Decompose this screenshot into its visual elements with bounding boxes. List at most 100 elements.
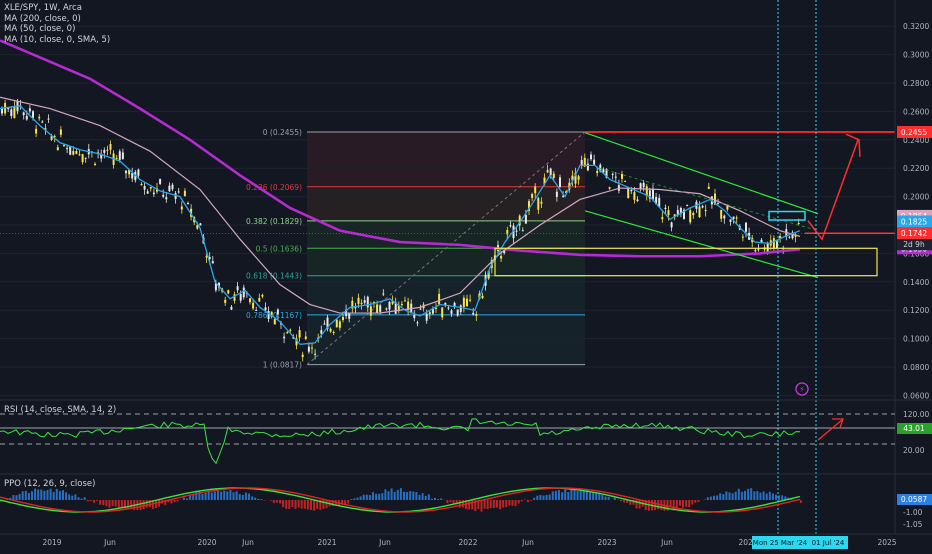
candle-body [311, 348, 313, 349]
candle-body [525, 215, 527, 224]
legend-ma50[interactable]: MA (50, close, 0) [4, 24, 110, 35]
ppo-histogram-bar [518, 500, 520, 504]
candle-body [23, 112, 25, 115]
candle-body [559, 177, 561, 186]
candle-body [265, 307, 267, 310]
ppo-histogram-bar [155, 500, 157, 508]
y-tick-label: 0.1200 [903, 306, 929, 315]
ppo-histogram-bar [487, 500, 489, 509]
candle-body [534, 187, 536, 194]
candle-body [106, 150, 108, 151]
ppo-histogram-bar [223, 491, 225, 500]
ppo-histogram-bar [245, 493, 247, 500]
ppo-histogram-bar [583, 490, 585, 500]
ppo-histogram-bar [595, 493, 597, 500]
ppo-histogram-bar [208, 492, 210, 500]
ppo-histogram-bar [81, 499, 83, 500]
ppo-histogram-bar [34, 489, 36, 500]
fib-label-2: 0.382 (0.1829) [246, 217, 302, 226]
candle-body [286, 332, 288, 333]
candle-body [435, 308, 437, 309]
ppo-histogram-bar [53, 492, 55, 500]
ppo-histogram-bar [326, 500, 328, 508]
candle-body [32, 111, 34, 118]
ppo-histogram-bar [608, 497, 610, 500]
ppo-histogram-bar [639, 500, 641, 509]
symbol-title[interactable]: XLE/SPY, 1W, Arca [4, 3, 110, 14]
ppo-legend[interactable]: PPO (12, 26, 9, close) [4, 479, 95, 490]
rsi-legend[interactable]: RSI (14, close, SMA, 14, 2) [4, 405, 116, 416]
candle-body [364, 300, 366, 303]
rsi-tick: 20.00 [903, 446, 925, 455]
ppo-histogram-bar [753, 491, 755, 500]
candle-body [382, 294, 384, 295]
candle-body [10, 109, 12, 116]
ppo-histogram-bar [735, 492, 737, 500]
candle-body [48, 119, 50, 120]
candle-body [447, 308, 449, 309]
ppo-histogram-bar [505, 500, 507, 507]
candle-body [116, 158, 118, 159]
ppo-histogram-bar [685, 500, 687, 507]
ppo-histogram-bar [28, 493, 30, 500]
ppo-histogram-bar [716, 495, 718, 500]
candle-body [531, 194, 533, 198]
ppo-histogram-bar [304, 500, 306, 509]
ppo-histogram-bar [118, 500, 120, 508]
ppo-histogram-bar [140, 500, 142, 510]
rsi-tick: 120.00 [903, 410, 929, 419]
ppo-histogram-bar [146, 500, 148, 508]
date-label: Mon 25 Mar '24 [753, 539, 808, 547]
ppo-histogram-bar [682, 500, 684, 508]
candle-body [199, 223, 201, 225]
candle-body [500, 256, 502, 259]
fib-zone [307, 187, 585, 221]
candle-body [63, 145, 65, 146]
ppo-histogram-bar [493, 500, 495, 508]
fib-label-3: 0.5 (0.1636) [256, 244, 302, 253]
ppo-histogram-bar [56, 489, 58, 500]
x-tick-label: 2022 [458, 538, 477, 547]
y-tick-label: 0.3000 [903, 51, 929, 60]
ppo-histogram-bar [363, 495, 365, 500]
candle-body [451, 310, 453, 313]
ppo-histogram-bar [722, 494, 724, 500]
candle-body [85, 158, 87, 159]
fib-zone [307, 276, 585, 365]
ppo-histogram-bar [512, 500, 514, 506]
rsi-arrow [818, 420, 842, 440]
candle-body [367, 297, 369, 308]
legend-ma200[interactable]: MA (200, close, 0) [4, 14, 110, 25]
candle-body [705, 210, 707, 211]
ppo-histogram-bar [400, 488, 402, 500]
ppo-histogram-bar [732, 493, 734, 500]
ppo-histogram-bar [691, 500, 693, 504]
candle-body [733, 217, 735, 219]
candle-body [736, 218, 738, 219]
candle-body [469, 300, 471, 301]
ppo-histogram-bar [143, 500, 145, 509]
ppo-histogram-bar [112, 500, 114, 506]
ppo-histogram-bar [484, 500, 486, 509]
ppo-histogram-bar [766, 494, 768, 500]
candle-body [240, 294, 242, 301]
ppo-histogram-bar [242, 495, 244, 500]
candle-body [643, 183, 645, 187]
ppo-histogram-bar [19, 494, 21, 500]
ppo-histogram-bar [31, 491, 33, 500]
ppo-histogram-bar [620, 500, 622, 501]
candle-body [165, 197, 167, 199]
legend: XLE/SPY, 1W, Arca MA (200, close, 0) MA … [4, 3, 110, 45]
legend-ma10[interactable]: MA (10, close, 0, SMA, 5) [4, 35, 110, 46]
candle-body [26, 116, 28, 119]
ppo-histogram-bar [260, 499, 262, 500]
ppo-histogram-bar [561, 492, 563, 500]
ppo-histogram-bar [226, 491, 228, 500]
candle-body [466, 299, 468, 307]
candle-body [82, 154, 84, 162]
ppo-histogram-bar [570, 488, 572, 500]
candle-body [379, 305, 381, 311]
y-tick-label: 0.1000 [903, 335, 929, 344]
